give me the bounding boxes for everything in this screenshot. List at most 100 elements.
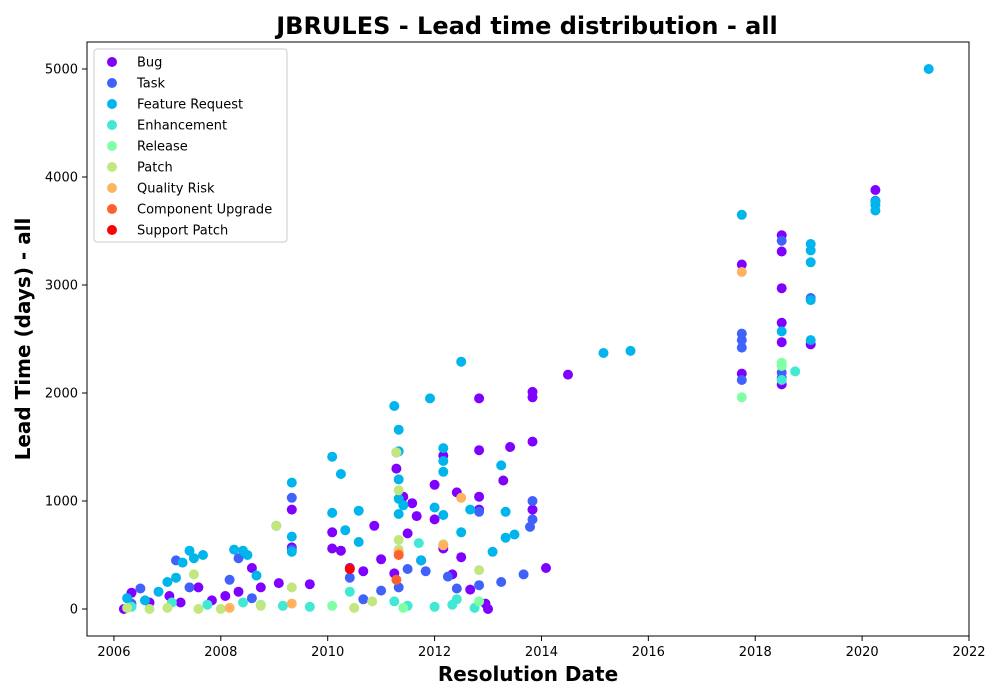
data-point xyxy=(122,593,133,604)
data-point xyxy=(271,520,282,531)
data-point xyxy=(563,369,573,380)
plot-area-frame xyxy=(86,41,970,637)
data-point xyxy=(193,582,204,593)
data-point xyxy=(367,596,378,607)
legend-label: Task xyxy=(136,77,166,92)
data-point xyxy=(402,564,413,574)
legend-item: Task xyxy=(107,77,166,92)
data-point xyxy=(273,578,284,589)
data-point xyxy=(442,571,453,582)
data-point xyxy=(233,553,244,564)
data-point xyxy=(474,506,485,517)
y-tick-label: 4000 xyxy=(45,171,78,186)
data-point xyxy=(162,577,173,587)
data-point xyxy=(286,492,297,503)
legend-label: Support Patch xyxy=(137,224,228,239)
data-point xyxy=(736,392,747,403)
data-point xyxy=(327,507,338,518)
data-point xyxy=(393,485,404,496)
data-point xyxy=(389,401,400,411)
y-tick-label: 3000 xyxy=(45,279,78,294)
data-point xyxy=(496,577,507,587)
data-point xyxy=(870,185,881,195)
data-point xyxy=(353,505,364,516)
data-point xyxy=(870,205,881,216)
data-point xyxy=(242,550,253,560)
data-point xyxy=(255,600,266,611)
x-tick-label: 2018 xyxy=(739,645,772,660)
data-point xyxy=(193,604,204,614)
data-point xyxy=(238,597,248,608)
series-1 xyxy=(126,195,881,609)
data-point xyxy=(487,546,498,557)
legend-marker xyxy=(107,78,117,88)
data-point xyxy=(177,557,188,568)
data-point xyxy=(224,574,235,585)
data-point xyxy=(229,544,240,555)
data-points xyxy=(118,64,934,614)
legend-item: Release xyxy=(107,140,188,155)
data-point xyxy=(474,393,485,404)
data-point xyxy=(805,295,816,306)
y-tick-label: 1000 xyxy=(45,495,78,510)
data-point xyxy=(527,514,538,525)
legend-label: Component Upgrade xyxy=(137,203,272,218)
y-tick-label: 5000 xyxy=(45,63,78,78)
x-tick-label: 2008 xyxy=(204,645,237,660)
data-point xyxy=(518,569,529,580)
data-point xyxy=(171,572,181,583)
legend-item: Feature Request xyxy=(107,98,243,113)
data-point xyxy=(527,496,538,506)
data-point xyxy=(923,64,934,74)
series-5 xyxy=(122,447,485,614)
y-axis-title: Lead Time (days) - all xyxy=(11,218,35,461)
data-point xyxy=(451,594,462,605)
data-point xyxy=(425,393,435,404)
data-point xyxy=(202,599,213,610)
data-point xyxy=(541,563,551,573)
data-point xyxy=(420,566,431,577)
x-tick-label: 2020 xyxy=(846,645,879,660)
legend-label: Patch xyxy=(137,161,173,176)
legend-marker xyxy=(107,120,117,130)
data-point xyxy=(398,500,409,511)
data-point xyxy=(805,257,816,268)
series-2 xyxy=(122,64,934,606)
data-point xyxy=(340,525,351,536)
y-tick-label: 2000 xyxy=(45,387,78,402)
data-point xyxy=(736,335,747,346)
data-point xyxy=(393,534,404,545)
data-point xyxy=(286,477,297,488)
data-point xyxy=(304,579,315,590)
data-point xyxy=(474,596,485,607)
data-point xyxy=(175,597,186,608)
data-point xyxy=(376,554,387,565)
legend-label: Quality Risk xyxy=(137,182,215,197)
legend-marker xyxy=(107,57,117,67)
legend-label: Release xyxy=(137,140,188,155)
data-point xyxy=(188,553,199,564)
data-point xyxy=(776,235,787,246)
legend-marker xyxy=(107,99,117,109)
data-point xyxy=(498,475,509,486)
data-point xyxy=(416,555,427,566)
legend-item: Support Patch xyxy=(107,224,228,239)
data-point xyxy=(776,283,787,294)
data-point xyxy=(527,504,538,515)
legend-label: Feature Request xyxy=(137,98,243,113)
data-point xyxy=(369,520,380,531)
data-point xyxy=(438,443,449,454)
data-point xyxy=(474,580,485,591)
data-point xyxy=(358,594,369,605)
data-point xyxy=(335,545,346,556)
data-point xyxy=(277,600,288,611)
data-point xyxy=(402,528,413,539)
legend-label: Bug xyxy=(137,56,162,71)
data-point xyxy=(393,509,404,519)
x-tick-label: 2014 xyxy=(525,645,558,660)
data-point xyxy=(790,366,801,377)
data-point xyxy=(135,583,146,594)
data-point xyxy=(438,540,449,551)
data-point xyxy=(496,460,507,471)
